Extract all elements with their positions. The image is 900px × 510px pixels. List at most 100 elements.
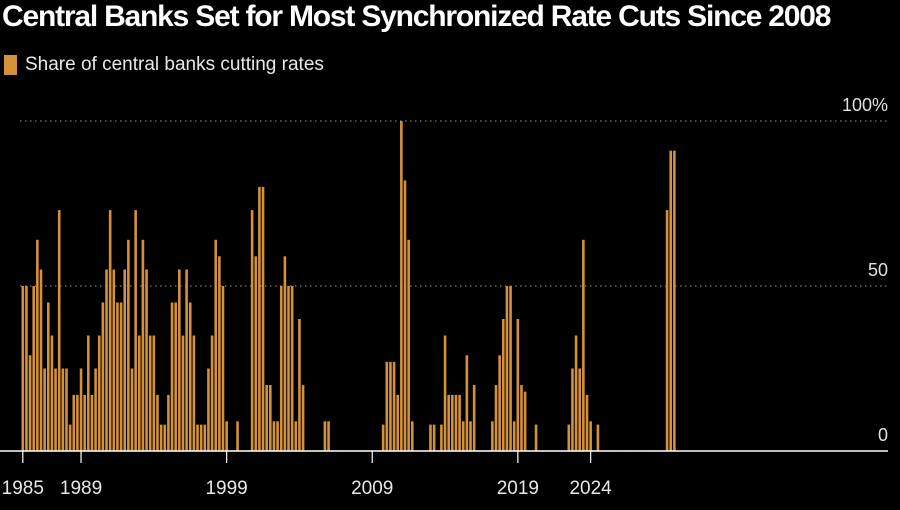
bar xyxy=(279,286,283,451)
bar xyxy=(79,368,83,451)
bar xyxy=(571,368,574,451)
x-tick-label: 2009 xyxy=(351,478,393,499)
bar xyxy=(225,421,228,451)
y-tick-label: 0 xyxy=(878,425,888,445)
bar xyxy=(673,150,676,451)
bar xyxy=(509,286,512,451)
bar xyxy=(287,286,290,451)
bar xyxy=(596,424,600,451)
bar xyxy=(516,319,520,451)
bar xyxy=(461,421,465,451)
bar xyxy=(290,286,294,451)
bar xyxy=(665,210,669,451)
bar xyxy=(90,394,94,451)
y-tick-label: 50 xyxy=(868,260,888,280)
chart-legend: Share of central banks cutting rates xyxy=(4,54,324,76)
bar xyxy=(534,424,538,451)
bar xyxy=(25,286,28,451)
bar xyxy=(156,394,159,451)
bar xyxy=(61,368,65,451)
bar xyxy=(178,269,181,451)
bar xyxy=(141,239,145,451)
bar xyxy=(199,424,203,451)
bar xyxy=(491,421,494,451)
bar xyxy=(185,269,188,451)
bar xyxy=(236,421,239,451)
bar xyxy=(68,424,72,451)
bar xyxy=(429,424,432,451)
x-tick-label: 1989 xyxy=(60,478,102,499)
bar xyxy=(276,421,279,451)
bar xyxy=(458,394,461,451)
bar xyxy=(134,210,137,451)
bar xyxy=(72,394,76,451)
bar xyxy=(43,368,46,451)
bar xyxy=(123,269,127,451)
bar xyxy=(94,368,97,451)
bar xyxy=(505,286,509,451)
bar xyxy=(87,335,90,451)
bar xyxy=(501,319,505,451)
bar xyxy=(523,391,527,451)
bar xyxy=(432,424,436,451)
bar xyxy=(323,421,327,451)
x-tick-label: 1999 xyxy=(205,478,247,499)
bar xyxy=(214,239,218,451)
bar xyxy=(403,180,407,451)
bar xyxy=(46,302,50,451)
x-tick-label: 2019 xyxy=(497,478,539,499)
bar xyxy=(567,424,571,451)
bar xyxy=(152,335,156,451)
bar xyxy=(298,319,301,451)
bar xyxy=(392,361,396,451)
bar xyxy=(54,368,57,451)
bar xyxy=(494,385,498,451)
legend-label: Share of central banks cutting rates xyxy=(25,54,324,75)
bar xyxy=(207,368,210,451)
bar xyxy=(167,394,170,451)
bar xyxy=(669,150,673,451)
bar xyxy=(400,121,403,451)
bar xyxy=(381,424,385,451)
bar xyxy=(454,394,458,451)
bar xyxy=(174,302,177,451)
bar xyxy=(451,394,454,451)
bar xyxy=(163,424,167,451)
bar xyxy=(498,355,501,451)
bar xyxy=(170,302,174,451)
bar xyxy=(261,187,265,451)
bar xyxy=(130,368,134,451)
bar xyxy=(36,239,39,451)
bar xyxy=(188,302,192,451)
bar xyxy=(269,385,272,451)
bar xyxy=(327,421,330,451)
bar xyxy=(196,424,199,451)
chart-title: Central Banks Set for Most Synchronized … xyxy=(2,0,831,33)
legend-swatch xyxy=(4,55,17,75)
bar xyxy=(512,421,516,451)
bar xyxy=(137,335,141,451)
bar xyxy=(440,424,443,451)
bar xyxy=(465,355,469,451)
bar xyxy=(447,394,450,451)
bar xyxy=(28,355,32,451)
bar xyxy=(97,335,101,451)
bar xyxy=(574,335,578,451)
bar xyxy=(218,256,221,451)
bar xyxy=(407,239,410,451)
x-tick-label: 2024 xyxy=(569,478,612,499)
y-tick-label: 100% xyxy=(842,95,888,115)
bar xyxy=(116,302,119,451)
bar xyxy=(589,421,592,451)
bar xyxy=(520,385,523,451)
bar xyxy=(145,269,148,451)
bar xyxy=(294,421,298,451)
bar xyxy=(192,335,196,451)
bar xyxy=(50,335,54,451)
bar xyxy=(101,302,105,451)
bar xyxy=(301,385,305,451)
bar xyxy=(258,187,261,451)
bar xyxy=(443,335,447,451)
bar xyxy=(57,210,61,451)
